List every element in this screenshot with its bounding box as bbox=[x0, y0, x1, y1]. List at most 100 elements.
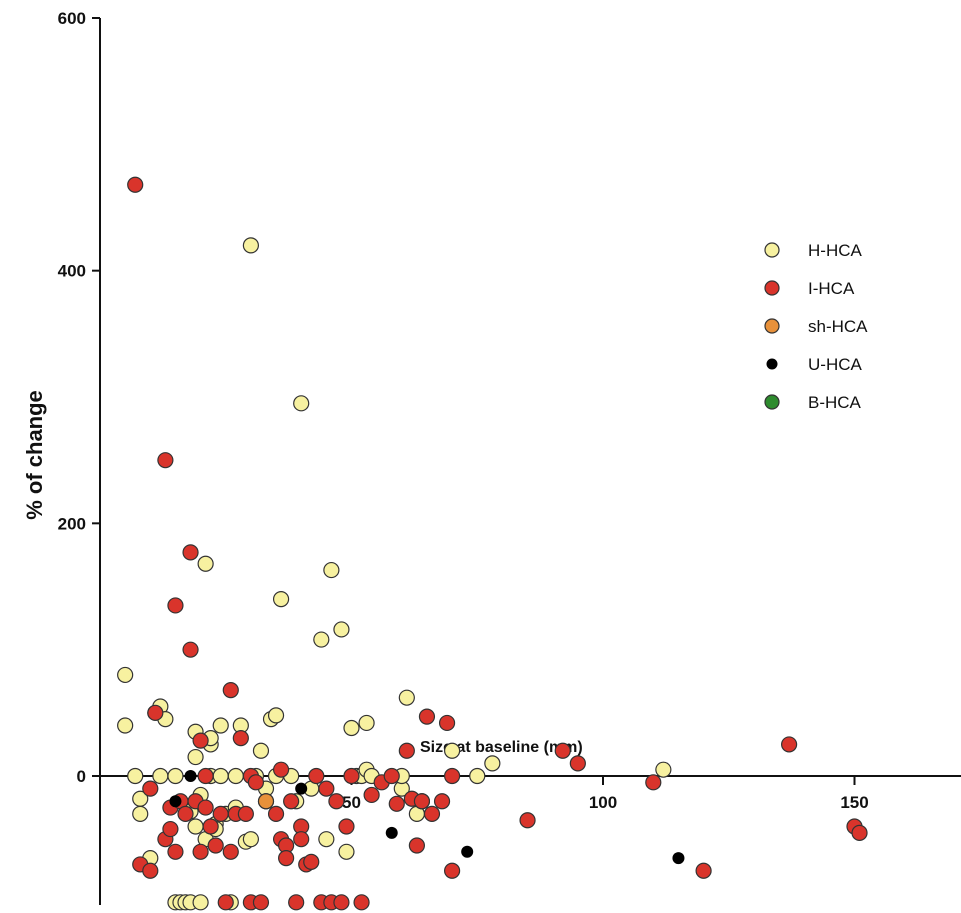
data-point-i-hca bbox=[252, 894, 270, 911]
y-tick-label: 200 bbox=[58, 514, 86, 533]
data-point-h-hca bbox=[212, 717, 229, 734]
data-point-h-hca bbox=[272, 591, 290, 608]
data-point-i-hca bbox=[222, 843, 239, 860]
data-point-i-hca bbox=[207, 837, 224, 854]
data-point-h-hca bbox=[444, 742, 461, 759]
data-point-h-hca bbox=[338, 843, 355, 860]
data-point-i-hca bbox=[413, 793, 431, 810]
data-point-i-hca bbox=[222, 681, 239, 699]
y-tick-label: 400 bbox=[58, 262, 86, 281]
data-point-i-hca bbox=[167, 843, 184, 860]
data-point-i-hca bbox=[182, 544, 199, 561]
data-point-i-hca bbox=[363, 786, 380, 804]
data-point-h-hca bbox=[358, 714, 375, 732]
data-point-i-hca bbox=[182, 641, 199, 658]
data-point-i-hca bbox=[383, 767, 400, 785]
legend-marker bbox=[764, 280, 780, 296]
data-point-i-hca bbox=[167, 597, 184, 614]
data-point-i-hca bbox=[554, 742, 571, 759]
data-point-i-hca bbox=[192, 843, 209, 860]
data-point-i-hca bbox=[338, 818, 355, 835]
data-point-i-hca bbox=[278, 850, 295, 867]
data-point-i-hca bbox=[333, 894, 350, 911]
data-point-i-hca bbox=[303, 853, 320, 871]
data-point-h-hca bbox=[655, 761, 672, 778]
data-point-i-hca bbox=[408, 837, 425, 854]
data-point-i-hca bbox=[418, 708, 436, 725]
data-point-i-hca bbox=[212, 805, 229, 823]
data-point-i-hca bbox=[781, 736, 798, 753]
data-point-i-hca bbox=[433, 793, 451, 810]
x-axis-title: Size at baseline (mm) bbox=[420, 739, 583, 756]
y-ticks: 0 200 400 600 bbox=[58, 9, 100, 786]
data-point-h-hca bbox=[212, 767, 229, 785]
data-point-i-hca bbox=[293, 831, 310, 848]
data-point-h-hca bbox=[167, 767, 184, 785]
data-point-h-hca bbox=[227, 767, 244, 785]
y-axis-title: % of change bbox=[22, 390, 47, 520]
data-point-h-hca bbox=[469, 767, 486, 785]
data-point-i-hca bbox=[197, 799, 214, 816]
data-point-h-hca bbox=[197, 555, 214, 572]
data-point-h-hca bbox=[318, 831, 335, 848]
data-point-i-hca bbox=[162, 820, 179, 838]
data-point-i-hca bbox=[177, 805, 194, 823]
data-point-h-hca bbox=[252, 742, 270, 759]
data-point-i-hca bbox=[232, 729, 249, 747]
data-point-i-hca bbox=[147, 704, 164, 721]
data-point-i-hca bbox=[192, 732, 209, 749]
data-point-h-hca bbox=[293, 395, 310, 412]
data-point-i-hca bbox=[343, 767, 360, 785]
data-point-i-hca bbox=[217, 894, 234, 911]
data-point-i-hca bbox=[142, 862, 159, 879]
x-tick-label: 150 bbox=[840, 793, 868, 812]
data-point-i-hca bbox=[267, 805, 285, 823]
legend-label: U-HCA bbox=[808, 355, 862, 374]
data-point-i-hca bbox=[388, 795, 405, 812]
data-point-u-hca bbox=[295, 782, 308, 795]
data-point-h-hca bbox=[242, 831, 259, 848]
data-point-i-hca bbox=[695, 862, 712, 879]
legend: H-HCA I-HCA sh-HCA U-HCA B-HCA bbox=[764, 241, 868, 412]
data-point-h-hca bbox=[187, 748, 204, 766]
data-point-h-hca bbox=[313, 631, 330, 648]
data-point-sh-hca bbox=[257, 793, 275, 810]
data-point-i-hca bbox=[444, 767, 461, 785]
data-point-i-hca bbox=[237, 805, 254, 823]
data-point-i-hca bbox=[438, 714, 456, 732]
legend-marker bbox=[764, 242, 780, 258]
data-point-i-hca bbox=[127, 176, 144, 193]
data-point-i-hca bbox=[423, 805, 441, 823]
data-point-i-hca bbox=[288, 894, 305, 911]
data-point-h-hca bbox=[333, 621, 350, 638]
data-point-h-hca bbox=[267, 707, 285, 724]
legend-label: I-HCA bbox=[808, 279, 855, 298]
data-point-i-hca bbox=[851, 824, 868, 841]
data-point-h-hca bbox=[484, 755, 501, 772]
data-point-h-hca bbox=[117, 717, 134, 734]
legend-label: sh-HCA bbox=[808, 317, 868, 336]
data-point-i-hca bbox=[569, 755, 586, 772]
x-tick-label: 50 bbox=[342, 793, 361, 812]
data-point-i-hca bbox=[247, 774, 265, 791]
data-point-i-hca bbox=[444, 862, 461, 879]
data-point-i-hca bbox=[308, 767, 325, 785]
data-point-i-hca bbox=[328, 793, 345, 810]
data-point-h-hca bbox=[132, 805, 149, 823]
data-point-i-hca bbox=[157, 452, 174, 469]
x-ticks: 50 100 150 bbox=[342, 776, 869, 812]
legend-label: B-HCA bbox=[808, 393, 862, 412]
data-point-i-hca bbox=[318, 780, 335, 797]
data-point-i-hca bbox=[142, 780, 159, 797]
data-point-u-hca bbox=[385, 826, 398, 839]
legend-marker bbox=[766, 358, 778, 370]
data-point-u-hca bbox=[672, 852, 685, 865]
data-point-u-hca bbox=[461, 845, 474, 858]
x-tick-label: 100 bbox=[589, 793, 617, 812]
data-point-i-hca bbox=[272, 761, 290, 778]
data-point-i-hca bbox=[197, 767, 214, 785]
data-point-h-hca bbox=[187, 818, 204, 835]
data-point-h-hca bbox=[398, 689, 415, 706]
data-points bbox=[117, 176, 868, 911]
